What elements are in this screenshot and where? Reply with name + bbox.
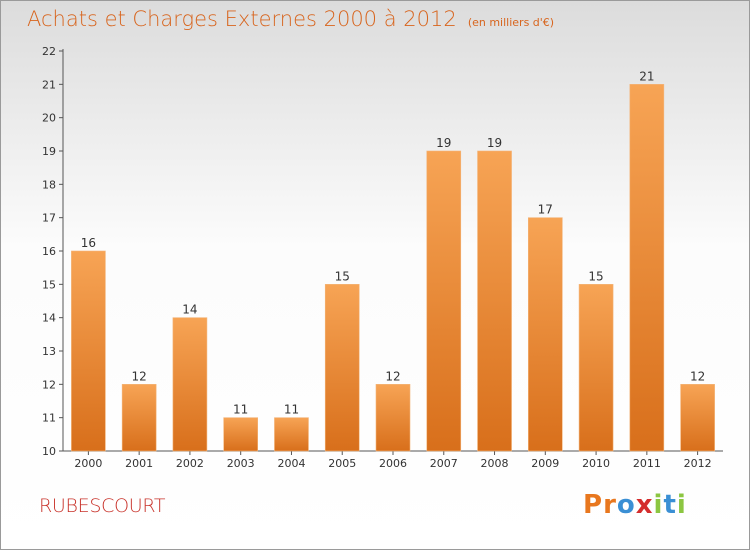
bar-2004: [274, 417, 309, 452]
proxiti-logo: Proxiti: [583, 490, 687, 520]
bar-2006: [375, 384, 411, 452]
chart-bars: [71, 84, 715, 452]
x-tick-label-2008: 2008: [481, 457, 509, 470]
y-tick-label: 18: [42, 178, 56, 191]
bar-2000: [71, 250, 106, 452]
data-label-2004: 11: [284, 403, 299, 417]
y-tick-label: 13: [42, 345, 56, 358]
chart-title: Achats et Charges Externes 2000 à 2012: [27, 7, 457, 31]
bar-2009: [528, 217, 563, 452]
bar-2003: [223, 417, 258, 452]
y-tick-label: 14: [42, 312, 56, 325]
data-label-2008: 19: [487, 136, 502, 150]
data-label-2012: 12: [690, 369, 705, 383]
y-tick-label: 21: [42, 78, 56, 91]
y-tick-label: 10: [42, 445, 56, 458]
x-tick-label-2005: 2005: [328, 457, 356, 470]
y-tick-label: 17: [42, 212, 56, 225]
data-label-2001: 12: [132, 369, 147, 383]
bar-2008: [477, 150, 512, 452]
data-label-2009: 17: [538, 203, 553, 217]
bar-2007: [426, 150, 462, 452]
x-tick-label-2007: 2007: [430, 457, 458, 470]
data-label-2011: 21: [639, 69, 654, 83]
logo-letter: i: [676, 490, 687, 520]
commune-name: RUBESCOURT: [39, 495, 166, 517]
data-label-2010: 15: [588, 269, 603, 283]
x-tick-label-2009: 2009: [531, 457, 559, 470]
logo-letter: x: [635, 490, 654, 520]
logo-letter: i: [653, 490, 664, 520]
data-label-2006: 12: [385, 369, 400, 383]
x-tick-label-2001: 2001: [125, 457, 153, 470]
y-tick-label: 16: [42, 245, 56, 258]
x-tick-label-2003: 2003: [227, 457, 255, 470]
y-tick-label: 12: [42, 378, 56, 391]
x-tick-label-2011: 2011: [633, 457, 661, 470]
y-tick-label: 15: [42, 278, 56, 291]
chart-axes: 10 11 12 13 14 15 16 17 18 19 20 21 22 2000 2001 2002 20…: [42, 45, 723, 470]
y-tick-label: 19: [42, 145, 56, 158]
bar-2012: [680, 384, 715, 452]
x-tick-label-2004: 2004: [277, 457, 305, 470]
logo-letter: r: [603, 490, 617, 520]
logo-letter: t: [663, 490, 677, 520]
x-tick-label-2002: 2002: [176, 457, 204, 470]
y-tick-label: 22: [42, 45, 56, 58]
x-tick-label-2006: 2006: [379, 457, 407, 470]
bar-2001: [121, 384, 157, 452]
x-tick-label-2012: 2012: [684, 457, 712, 470]
chart-subtitle: (en milliers d'€): [467, 16, 555, 29]
x-tick-label-2000: 2000: [74, 457, 102, 470]
bar-2002: [172, 317, 208, 452]
data-label-2003: 11: [233, 403, 248, 417]
x-tick-label-2010: 2010: [582, 457, 610, 470]
data-label-2005: 15: [335, 269, 350, 283]
chart-title-block: Achats et Charges Externes 2000 à 2012 (…: [27, 7, 554, 31]
chart-data-labels: 16 12 14 11 11 15 12 19 19 17 15 21 12: [81, 69, 706, 416]
y-tick-label: 11: [42, 412, 56, 425]
bar-2005: [324, 284, 360, 452]
bar-2011: [629, 84, 665, 452]
logo-letter: o: [616, 490, 636, 520]
data-label-2002: 14: [182, 303, 197, 317]
y-tick-label: 20: [42, 112, 56, 125]
data-label-2000: 16: [81, 236, 96, 250]
data-label-2007: 19: [436, 136, 451, 150]
logo-letter: P: [583, 490, 604, 520]
bar-2010: [578, 284, 614, 452]
